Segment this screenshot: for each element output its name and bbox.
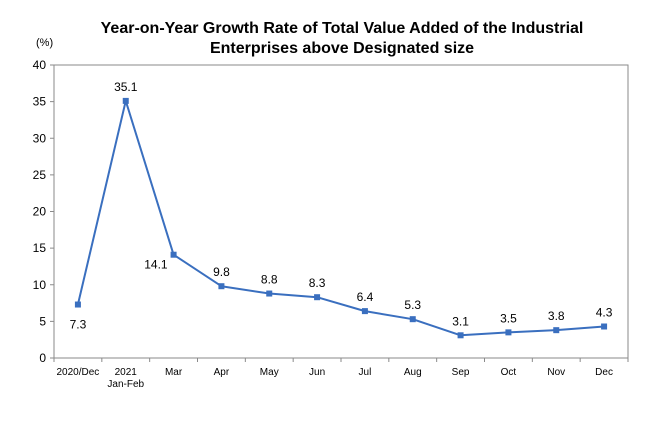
data-point — [409, 316, 416, 323]
plot-area-frame — [53, 64, 629, 359]
data-label: 4.3 — [596, 306, 613, 320]
series-line — [76, 99, 605, 337]
y-tick-label: 15 — [33, 241, 47, 255]
x-tick-label: Mar — [165, 367, 183, 378]
y-tick-label: 35 — [33, 95, 47, 109]
chart-title-line-1: Year-on-Year Growth Rate of Total Value … — [101, 20, 584, 37]
x-tick-label: Nov — [547, 367, 565, 378]
chart-title-line-2: Enterprises above Designated size — [210, 40, 474, 57]
x-tick-label: Oct — [501, 367, 517, 378]
data-point — [505, 329, 512, 336]
data-point — [457, 332, 464, 339]
data-point — [218, 283, 225, 290]
data-label: 6.4 — [357, 290, 374, 304]
data-label: 8.8 — [261, 273, 278, 287]
y-tick-label: 30 — [33, 131, 47, 145]
y-tick-label: 0 — [39, 351, 46, 365]
y-tick-label: 20 — [33, 205, 47, 219]
x-tick-label: Jun — [309, 367, 325, 378]
series-layer — [74, 97, 608, 339]
x-tick-label: Dec — [595, 367, 613, 378]
data-point — [170, 251, 177, 258]
data-label: 3.1 — [452, 314, 469, 328]
x-tick-label: Aug — [404, 367, 422, 378]
data-labels-layer: 7.3 35.1 14.1 9.8 8.8 8.3 6.4 5.3 3.1 3.5 3.8 4.3 — [70, 80, 613, 332]
y-axis-unit-label: (%) — [36, 37, 53, 49]
data-point — [314, 294, 321, 301]
data-label: 35.1 — [114, 80, 138, 94]
x-tick-label: 2021 — [115, 367, 138, 378]
data-point — [266, 290, 273, 297]
x-tick-label: Sep — [452, 367, 470, 378]
x-tick-label: 2020/Dec — [57, 367, 100, 378]
data-label: 8.3 — [309, 276, 326, 290]
y-tick-label: 40 — [33, 58, 47, 72]
data-label: 14.1 — [144, 258, 168, 272]
data-point — [122, 97, 129, 104]
data-point — [553, 327, 560, 334]
data-label: 3.8 — [548, 309, 565, 323]
x-tick-label: Apr — [214, 367, 230, 378]
y-axis: 0 5 10 15 20 25 30 35 40 — [33, 58, 54, 365]
data-label: 5.3 — [404, 298, 421, 312]
x-tick-label: May — [260, 367, 279, 378]
data-point — [361, 308, 368, 315]
y-tick-label: 10 — [33, 278, 47, 292]
y-tick-label: 25 — [33, 168, 47, 182]
data-point — [601, 323, 608, 330]
data-label: 7.3 — [70, 318, 87, 332]
x-tick-label: Jan-Feb — [107, 379, 144, 390]
data-label: 9.8 — [213, 265, 230, 279]
data-label: 3.5 — [500, 311, 517, 325]
x-tick-label: Jul — [359, 367, 372, 378]
data-point — [74, 301, 81, 308]
y-tick-label: 5 — [39, 314, 46, 328]
